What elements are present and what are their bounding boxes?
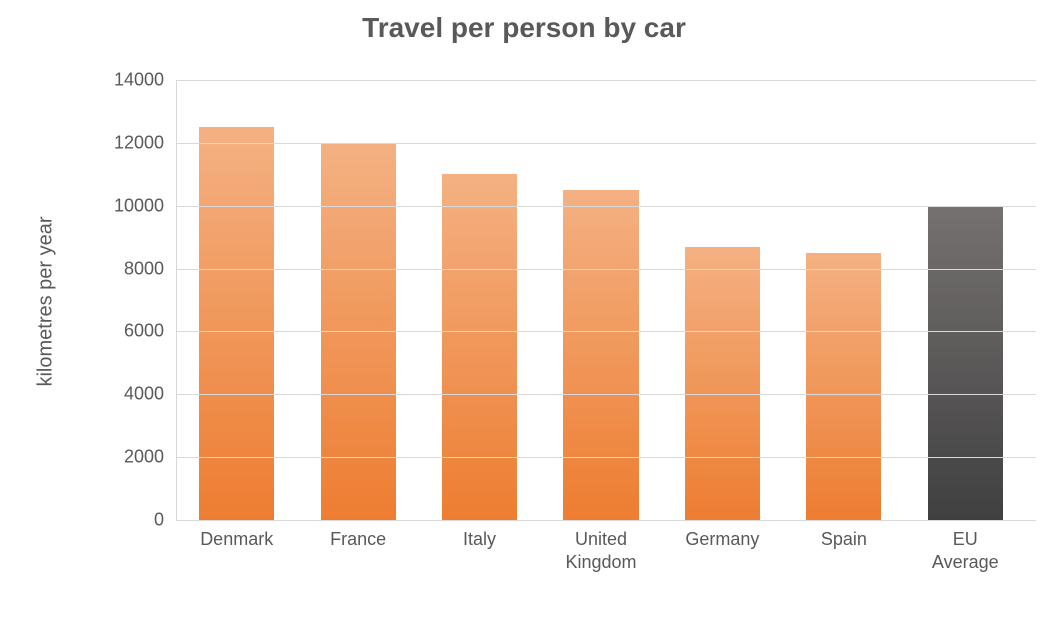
gridline <box>176 269 1036 270</box>
gridline <box>176 80 1036 81</box>
x-tick-label: Denmark <box>176 528 297 551</box>
y-tick-label: 2000 <box>0 447 164 468</box>
bar <box>563 190 638 520</box>
gridline <box>176 206 1036 207</box>
chart-title: Travel per person by car <box>0 12 1048 44</box>
gridline <box>176 394 1036 395</box>
x-tick-label: EUAverage <box>905 528 1026 573</box>
bar <box>928 206 1003 520</box>
gridline <box>176 143 1036 144</box>
chart-container: Travel per person by car kilometres per … <box>0 0 1048 620</box>
y-tick-label: 4000 <box>0 384 164 405</box>
bars-layer <box>176 80 1036 520</box>
bar <box>442 174 517 520</box>
y-tick-label: 8000 <box>0 258 164 279</box>
bar <box>199 127 274 520</box>
x-tick-label: UnitedKingdom <box>540 528 661 573</box>
gridline <box>176 457 1036 458</box>
y-tick-label: 12000 <box>0 132 164 153</box>
y-tick-label: 10000 <box>0 195 164 216</box>
x-tick-label: France <box>297 528 418 551</box>
x-tick-label: Italy <box>419 528 540 551</box>
plot-area <box>176 80 1036 520</box>
x-tick-label: Germany <box>662 528 783 551</box>
y-tick-label: 0 <box>0 510 164 531</box>
bar <box>685 247 760 520</box>
x-tick-label: Spain <box>783 528 904 551</box>
y-tick-label: 6000 <box>0 321 164 342</box>
bar <box>806 253 881 520</box>
gridline <box>176 331 1036 332</box>
y-tick-label: 14000 <box>0 70 164 91</box>
gridline <box>176 520 1036 521</box>
